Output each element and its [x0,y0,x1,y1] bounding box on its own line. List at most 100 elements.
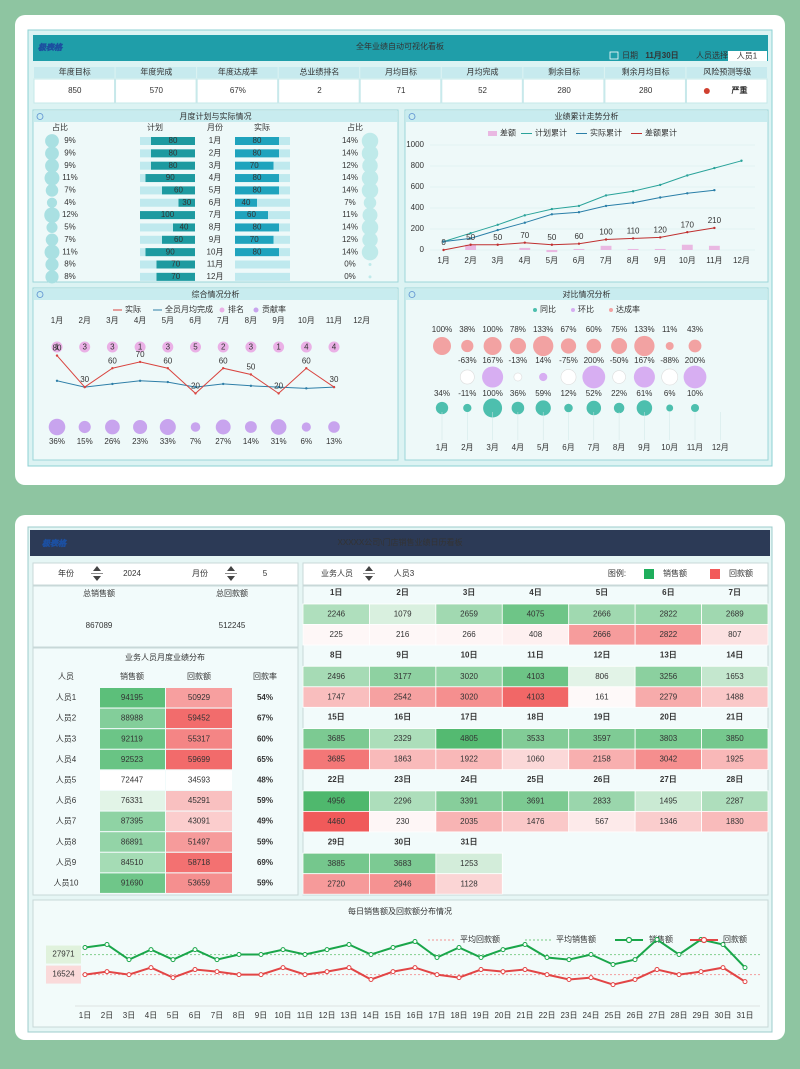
plan-bar [151,161,195,170]
point [550,213,554,216]
point [604,204,608,208]
panel-title: 对比情况分析 [563,289,611,299]
cell-text: 34593 [188,776,211,785]
spinner [93,566,101,581]
column-header: 计划 [147,122,163,132]
point [332,385,336,389]
cell-text: 807 [728,630,742,639]
bar [519,247,531,250]
actual-bar [235,186,279,195]
cell-text: 3533 [527,734,545,743]
legend-label: 贡献率 [262,304,286,314]
data-label: -50% [610,356,629,365]
share-label: 8% [64,272,76,281]
legend-label: 排名 [228,304,244,314]
x-tick-label: 16日 [407,1011,424,1020]
rank-label: 5 [193,343,198,352]
data-label: 100% [432,325,452,334]
legend-label: 平均销售额 [556,934,596,944]
legend-label: 回款额 [729,568,753,578]
kpi-label-bg [278,67,360,78]
y-tick-label: 800 [411,161,425,170]
bubble [634,335,655,357]
point [214,969,220,975]
actual-bar [235,223,279,232]
month-label: 5月 [209,186,221,195]
panel-header [34,289,397,300]
cell-text: 266 [462,630,476,639]
month-label: 8月 [209,223,221,232]
x-tick-label: 2月 [78,316,90,325]
bar [600,245,612,250]
contribution-bubble [105,419,120,435]
share-label: 9% [64,136,76,145]
cell-text: 人员3 [56,734,77,743]
point [390,969,396,975]
x-tick-label: 19日 [473,1011,490,1020]
kpi-label-bg [360,67,441,78]
day-label: 15日 [328,713,345,722]
actual-value: 80 [253,223,262,232]
point [577,242,581,245]
column-header: 回款率 [253,671,277,681]
data-label: 167% [482,356,502,365]
month-label: 10月 [207,247,224,256]
point [478,954,484,960]
point [686,192,689,195]
kpi-value-bg [359,78,442,104]
plan-value: 60 [174,186,183,195]
x-tick-label: 4月 [519,256,531,265]
bar [573,248,585,250]
sales-cell [100,873,165,893]
cell-text: 1925 [726,755,744,764]
day-label: 25日 [527,775,544,784]
kpi-value: 71 [397,86,406,95]
data-label: 78% [510,325,526,334]
kpi-value-bg [115,78,197,104]
data-label: 30 [330,375,339,384]
point [390,945,396,950]
total-label: 总回款额 [216,588,248,598]
x-tick-label: 10月 [679,256,696,265]
point [604,194,608,197]
point [434,954,440,960]
rank-label: 4 [332,343,337,352]
cell-text: 人员1 [56,693,77,702]
cell-text: 4956 [327,797,345,806]
rank-bubble [134,341,146,353]
share-label: 7% [64,186,76,195]
x-tick-label: 3月 [106,316,118,325]
total-value: 512245 [219,621,246,630]
point [550,243,554,246]
share-label: 14% [342,247,358,256]
share-label: 14% [342,223,358,232]
panel-title: 月度计划与实际情况 [180,111,252,121]
rank-label: 3 [82,343,87,352]
panel-icon [36,291,44,298]
data-label: 100 [599,228,613,237]
x-tick-label: 9月 [272,316,284,325]
receipts-cell [701,686,769,708]
share-bubble [45,134,59,148]
share-bubble [44,170,60,186]
x-tick-label: 9月 [638,443,650,452]
x-tick-label: 17日 [429,1011,446,1020]
point [305,367,308,370]
point [523,241,526,244]
rate-text: 59% [257,796,273,805]
share-bubble [361,169,379,187]
point [496,223,499,226]
point [148,965,154,971]
cell-text: 4460 [327,817,345,826]
cell-text: 2666 [593,630,611,639]
legend-label: 实际累计 [590,128,622,138]
x-tick-label: 25日 [605,1011,622,1020]
rank-label: 1 [276,343,281,352]
x-tick-label: 15日 [385,1011,402,1020]
share-label: 12% [62,210,78,219]
bubble [461,339,474,353]
cell-text: 86891 [121,837,144,846]
actual-bar [235,137,279,145]
plan-bar [156,272,195,281]
data-label: 30 [80,375,89,384]
